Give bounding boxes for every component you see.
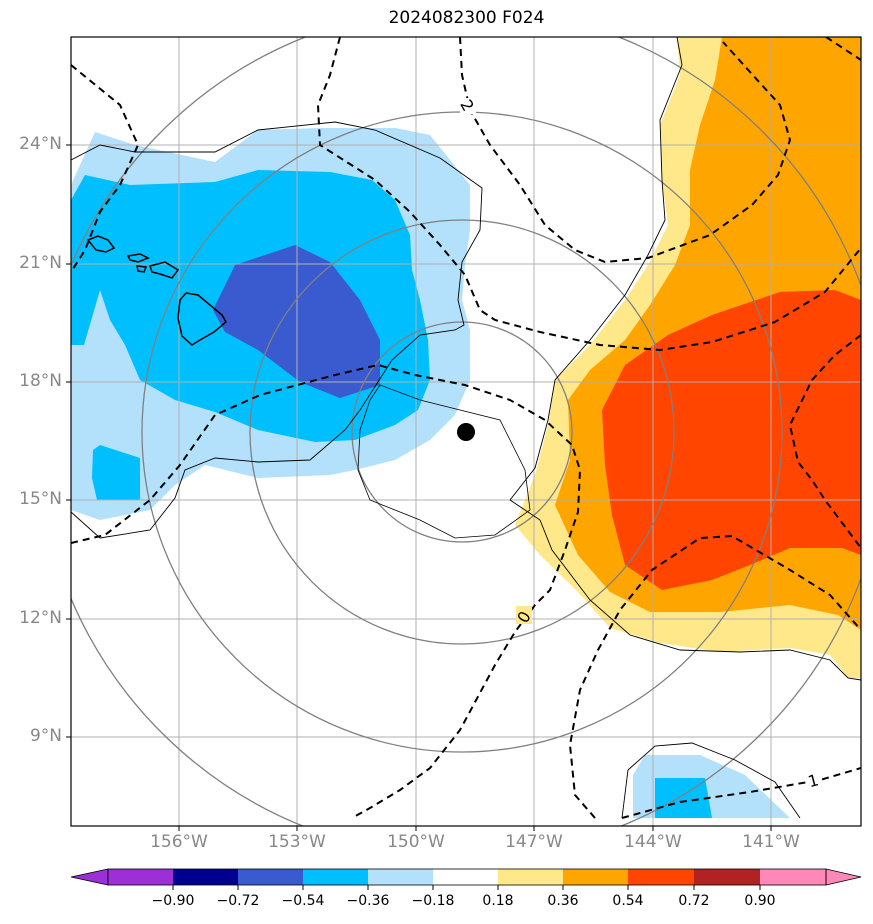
colorbar-label-4: −0.36 [346,893,390,909]
contour-label-1: 1 [806,770,821,791]
lat-label-24n: 24°N [19,134,62,154]
lat-label-21n: 21°N [19,253,62,273]
colorbar-label-8: 0.54 [612,893,644,909]
lat-label-18n: 18°N [19,371,62,391]
lon-label-156w: 156°W [150,832,208,852]
colorbar-bin-2 [173,869,238,885]
shade-negative-mid-south [655,778,712,818]
map-plot-area: 2 0 1 [71,37,861,826]
storm-center-marker [457,423,475,441]
lat-lon-grid [71,37,861,826]
colorbar-label-9: 0.72 [678,893,710,909]
lat-label-12n: 12°N [19,608,62,628]
colorbar-label-10: 0.90 [744,893,776,909]
colorbar-bin-3 [238,869,303,885]
colorbar-bin-4 [303,869,368,885]
figure-title: 2024082300 F024 [388,8,545,28]
lat-label-9n: 9°N [29,726,62,746]
lat-label-15n: 15°N [19,489,62,509]
colorbar [70,868,862,890]
colorbar-bin-1 [108,869,173,885]
lon-label-150w: 150°W [387,832,445,852]
colorbar-ticks [172,885,761,890]
colorbar-label-6: 0.18 [482,893,514,909]
colorbar-extend-high [825,868,862,886]
shade-negative-mid-island [92,445,140,500]
map-frame [70,36,862,827]
shade-positive-dark [602,290,861,590]
colorbar-label-5: −0.18 [411,893,455,909]
lon-label-144w: 144°W [624,832,682,852]
lon-ticks [178,826,772,831]
colorbar-label-7: 0.36 [547,893,579,909]
colorbar-bin-8 [563,869,628,885]
colorbar-bin-9 [628,869,694,885]
colorbar-label-3: −0.54 [281,893,325,909]
colorbar-bin-11 [760,869,826,885]
colorbar-extend-low [70,868,109,886]
lat-ticks [66,144,71,738]
colorbar-label-1: −0.90 [151,893,195,909]
dashed-contours [71,37,861,819]
contour-labels: 2 0 1 [456,96,822,791]
hawaii-coastlines [86,235,227,346]
colorbar-label-2: −0.72 [216,893,260,909]
lon-label-153w: 153°W [268,832,326,852]
outline-contours [71,37,861,819]
colorbar-bin-6 [433,869,498,885]
lon-label-147w: 147°W [505,832,563,852]
colorbar-bin-10 [694,869,760,885]
lon-label-141w: 141°W [742,832,800,852]
colorbar-bin-5 [368,869,433,885]
colorbar-bin-7 [498,869,563,885]
